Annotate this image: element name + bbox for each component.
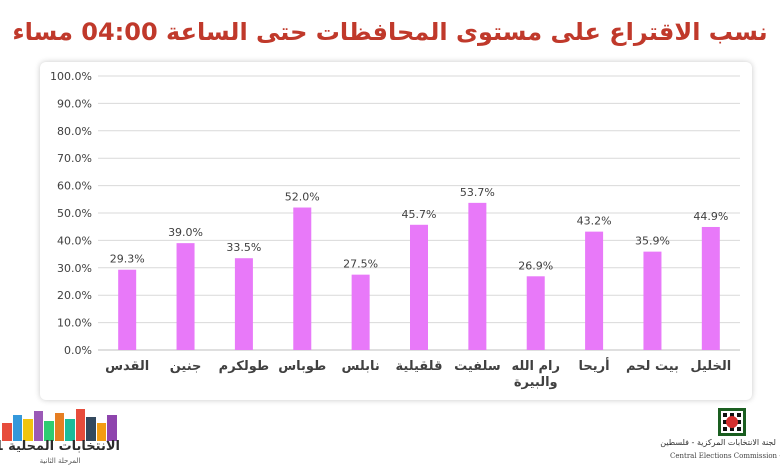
y-tick-label: 60.0% <box>57 180 92 193</box>
data-label: 45.7% <box>402 208 437 221</box>
x-tick-label: الخليل <box>690 359 731 374</box>
data-label: 27.5% <box>343 258 378 271</box>
data-label: 39.0% <box>168 226 203 239</box>
y-tick-label: 90.0% <box>57 97 92 110</box>
x-tick-label: جنين <box>170 359 202 374</box>
bar <box>468 202 487 350</box>
bar-chart: 0.0% 10.0% 20.0% 30.0% 40.0% 50.0% 60.0% 70.0% 8… <box>50 70 740 390</box>
cec-emblem-icon <box>718 408 746 436</box>
cec-logo: لجنة الانتخابات المركزية - فلسطين Centra… <box>630 408 780 470</box>
bar <box>585 231 604 350</box>
x-tick-label: طولكرم <box>219 359 269 374</box>
bar <box>410 224 428 350</box>
bar <box>234 258 253 350</box>
x-tick-label: قلقيلية <box>396 359 443 374</box>
data-label: 29.3% <box>110 253 145 266</box>
data-label: 43.2% <box>577 215 612 228</box>
x-tick-label: أريحا <box>579 357 610 374</box>
bar <box>293 207 312 350</box>
y-tick-label: 100.0% <box>50 70 92 83</box>
y-tick-label: 70.0% <box>57 152 92 165</box>
x-tick-label: رام الله <box>511 359 560 374</box>
bar <box>176 243 195 350</box>
data-label: 53.7% <box>460 186 495 199</box>
bar <box>351 274 370 350</box>
data-label: 44.9% <box>693 210 728 223</box>
chart-card: 0.0% 10.0% 20.0% 30.0% 40.0% 50.0% 60.0% 70.0% 8… <box>40 62 752 400</box>
local-elections-logo: الانتخابات المحلية 2021 المرحلة الثانية <box>0 405 120 470</box>
x-tick-label: سلفيت <box>454 359 501 374</box>
cec-arabic-name: لجنة الانتخابات المركزية - فلسطين <box>660 438 776 447</box>
city-skyline-icon <box>2 409 117 441</box>
cec-english-name: Central Elections Commission - Pal <box>670 452 780 460</box>
x-tick-label: نابلس <box>341 359 379 374</box>
bar <box>526 276 545 350</box>
x-tick-label: بيت لحم <box>626 359 679 374</box>
y-tick-label: 0.0% <box>64 344 92 357</box>
data-label: 35.9% <box>635 235 670 248</box>
y-tick-label: 50.0% <box>57 207 92 220</box>
bar <box>643 251 662 350</box>
chart-title: نسب الاقتراع على مستوى المحافظات حتى الس… <box>12 18 768 46</box>
x-tick-label: طوباس <box>278 359 326 374</box>
bar <box>118 269 137 350</box>
y-tick-label: 40.0% <box>57 234 92 247</box>
y-tick-label: 20.0% <box>57 289 92 302</box>
data-label: 52.0% <box>285 191 320 204</box>
x-tick-label: والبيرة <box>514 375 558 390</box>
x-tick-label: القدس <box>105 359 149 374</box>
local-elections-text: الانتخابات المحلية 2021 <box>0 439 120 454</box>
bar <box>701 226 720 350</box>
data-label: 26.9% <box>518 259 553 272</box>
y-tick-label: 80.0% <box>57 125 92 138</box>
y-tick-label: 10.0% <box>57 317 92 330</box>
local-elections-subtext: المرحلة الثانية <box>39 457 81 465</box>
y-tick-label: 30.0% <box>57 262 92 275</box>
data-label: 33.5% <box>226 241 261 254</box>
